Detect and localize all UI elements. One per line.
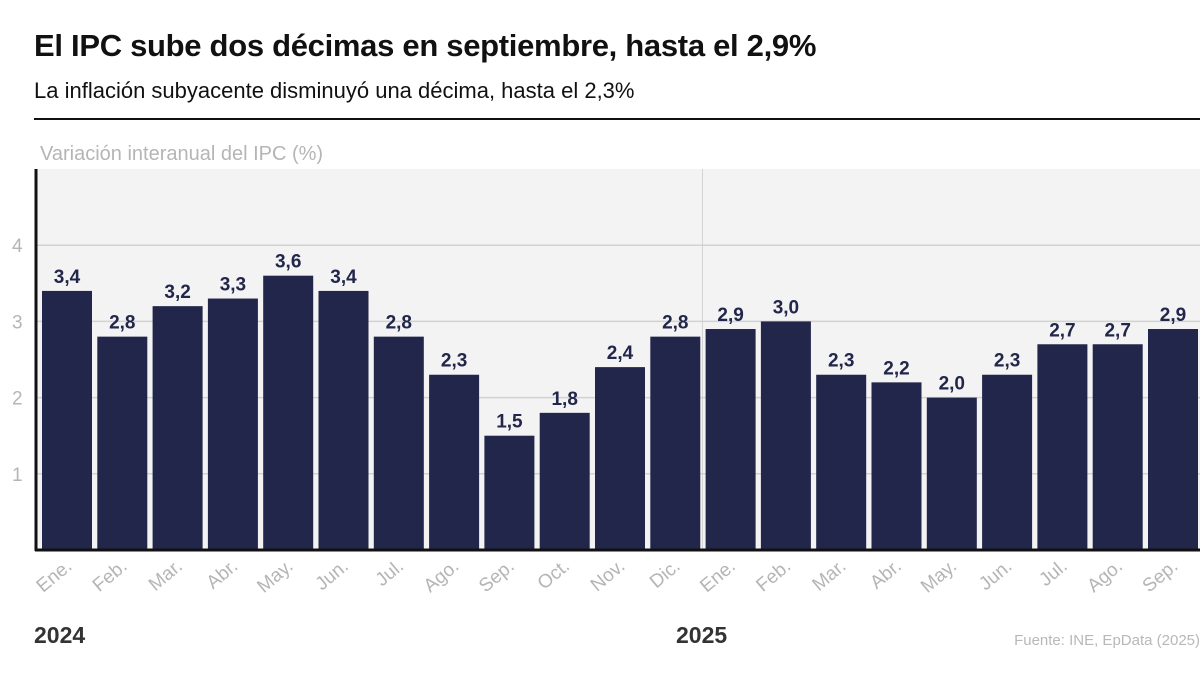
x-tick-label: Nov. (587, 556, 629, 596)
year-label-2025: 2025 (676, 622, 728, 648)
bar (42, 290, 92, 550)
bar-value-label: 3,4 (54, 267, 81, 288)
y-tick-label: 1 (12, 465, 23, 486)
bar-value-label: 2,8 (386, 313, 412, 334)
bar-value-label: 2,7 (1049, 320, 1075, 341)
chart-subtitle: La inflación subyacente disminuyó una dé… (34, 78, 635, 103)
source-note: Fuente: INE, EpData (2025) (1014, 632, 1200, 649)
bar-value-label: 2,2 (883, 358, 909, 379)
bar-value-label: 1,5 (496, 412, 523, 433)
bar (263, 275, 314, 550)
bar-value-label: 3,3 (220, 275, 246, 296)
bar (429, 374, 480, 550)
x-tick-label: Jun. (975, 556, 1016, 595)
bar-value-label: 2,8 (109, 313, 135, 334)
x-tick-label: Ago. (420, 556, 463, 597)
bar-value-label: 2,8 (662, 313, 688, 334)
bar (97, 336, 148, 550)
x-tick-label: Abr. (203, 556, 242, 594)
bar-value-label: 2,7 (1104, 320, 1130, 341)
x-tick-label: Oct. (534, 556, 574, 594)
bar (373, 336, 424, 550)
x-tick-label: Jun. (312, 556, 353, 595)
bar-value-label: 2,9 (1160, 305, 1186, 326)
bar-value-label: 3,2 (164, 282, 190, 303)
bar (705, 329, 756, 550)
x-tick-label: Dic. (646, 556, 685, 593)
chart-title: El IPC sube dos décimas en septiembre, h… (34, 28, 817, 63)
bar-value-label: 1,8 (551, 389, 577, 410)
bar (816, 374, 867, 550)
bar-value-label: 2,3 (441, 351, 467, 372)
bar-value-label: 2,0 (939, 374, 965, 395)
x-tick-label: Feb. (89, 556, 132, 597)
x-tick-label: Ene. (696, 556, 739, 597)
bar-value-label: 3,6 (275, 252, 301, 273)
bar-value-label: 2,3 (994, 351, 1020, 372)
x-tick-label: Mar. (145, 556, 187, 596)
bar (484, 435, 535, 550)
x-tick-label: Sep. (475, 556, 518, 597)
y-tick-label: 2 (12, 389, 23, 410)
x-tick-label: Jul. (1035, 556, 1071, 591)
bar-value-label: 2,3 (828, 351, 854, 372)
x-tick-label: Ene. (33, 556, 76, 597)
bar (1092, 344, 1143, 550)
bar-value-label: 2,9 (717, 305, 743, 326)
y-axis-label: Variación interanual del IPC (%) (40, 143, 323, 165)
bar (595, 367, 645, 550)
x-tick-label: Jul. (372, 556, 408, 591)
bar (207, 298, 258, 550)
x-tick-label: Ago. (1083, 556, 1126, 597)
bar (1148, 329, 1198, 550)
bar (926, 397, 977, 550)
x-tick-label: May. (917, 556, 961, 598)
bar (318, 290, 369, 550)
bar (152, 306, 203, 550)
title-divider (34, 118, 1200, 120)
x-tick-label: May. (253, 556, 297, 598)
bar-value-label: 3,4 (330, 267, 357, 288)
year-label-2024: 2024 (34, 622, 86, 648)
x-tick-label: Mar. (809, 556, 851, 596)
bar-value-label: 2,4 (607, 343, 634, 364)
bar (539, 412, 590, 550)
y-tick-label: 3 (12, 312, 23, 333)
bar (982, 374, 1033, 550)
bar (760, 321, 811, 550)
bar (1037, 344, 1088, 550)
bar (871, 382, 922, 550)
bar (650, 336, 701, 550)
y-tick-label: 4 (12, 236, 23, 257)
x-tick-label: Feb. (752, 556, 795, 597)
x-tick-label: Abr. (866, 556, 905, 594)
bar-value-label: 3,0 (773, 297, 799, 318)
x-tick-label: Sep. (1139, 556, 1182, 597)
